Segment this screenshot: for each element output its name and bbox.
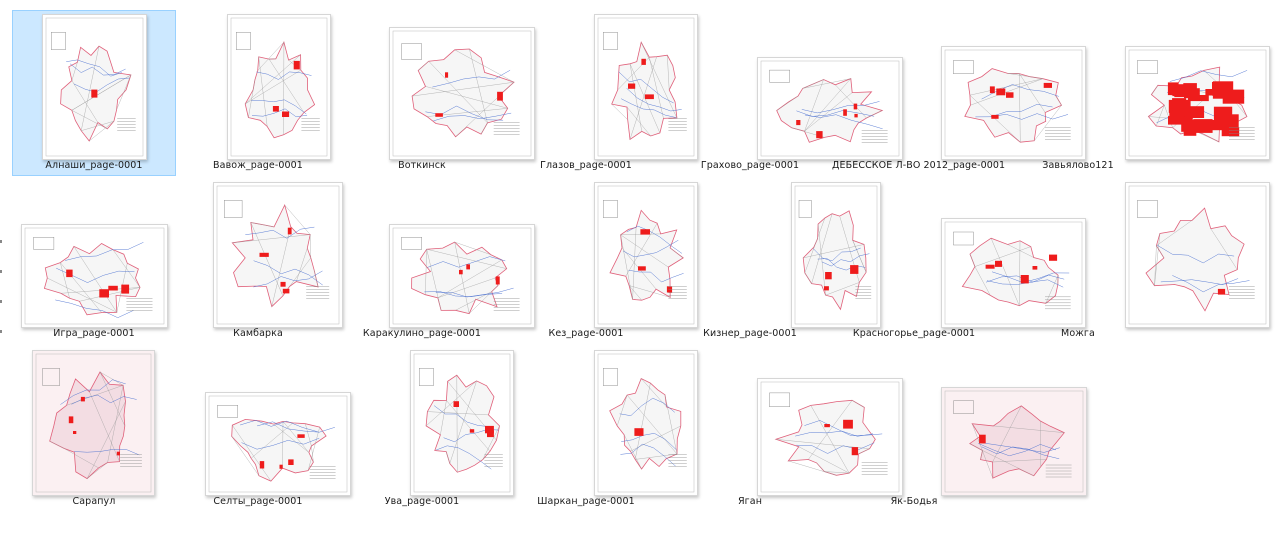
- file-item[interactable]: Можга: [996, 178, 1270, 344]
- district-map-icon: [942, 219, 1085, 327]
- file-name-label[interactable]: Селты_page-0001: [213, 496, 303, 507]
- file-thumbnail[interactable]: [32, 350, 155, 496]
- file-item[interactable]: Яган: [668, 346, 903, 512]
- file-name-label[interactable]: Завьялово121: [1042, 160, 1114, 171]
- file-item[interactable]: Завьялово121: [996, 10, 1270, 176]
- window-left-edge: [0, 0, 3, 535]
- file-item[interactable]: Сарапул: [12, 346, 176, 512]
- file-name-label[interactable]: Кез_page-0001: [548, 328, 624, 339]
- file-name-label[interactable]: Алнаши_page-0001: [45, 160, 143, 171]
- file-thumbnail[interactable]: [389, 224, 535, 328]
- file-name-label[interactable]: Кизнер_page-0001: [703, 328, 797, 339]
- district-map-icon: [390, 28, 534, 159]
- district-map-icon: [22, 225, 167, 327]
- district-map-icon: [411, 351, 513, 495]
- district-map-icon: [758, 58, 902, 159]
- file-item[interactable]: Кез_page-0001: [504, 178, 698, 344]
- file-thumbnail[interactable]: [205, 392, 351, 496]
- district-map-icon: [1126, 183, 1269, 327]
- file-name-label[interactable]: Каракулино_page-0001: [362, 328, 482, 339]
- file-thumbnail[interactable]: [941, 387, 1087, 496]
- file-item[interactable]: Каракулино_page-0001: [340, 178, 535, 344]
- file-item[interactable]: Вавож_page-0001: [176, 10, 340, 176]
- file-item[interactable]: Селты_page-0001: [176, 346, 351, 512]
- file-thumbnail[interactable]: [791, 182, 881, 328]
- file-name-label[interactable]: Яган: [737, 496, 763, 507]
- file-thumbnail[interactable]: [594, 350, 698, 496]
- district-map-icon: [792, 183, 880, 327]
- district-map-icon: [942, 388, 1086, 495]
- district-map-icon: [595, 351, 697, 495]
- district-map-icon: [595, 15, 697, 159]
- edge-mark: [0, 240, 2, 243]
- file-item[interactable]: Глазов_page-0001: [504, 10, 698, 176]
- file-thumbnail[interactable]: [389, 27, 535, 160]
- edge-mark: [0, 300, 2, 303]
- file-thumbnail[interactable]: [757, 57, 903, 160]
- file-thumbnail[interactable]: [42, 14, 147, 160]
- edge-mark: [0, 270, 2, 273]
- file-item[interactable]: Кизнер_page-0001: [668, 178, 881, 344]
- file-name-label[interactable]: Вавож_page-0001: [213, 160, 303, 171]
- district-map-icon: [390, 225, 534, 327]
- file-thumbnail[interactable]: [21, 224, 168, 328]
- district-map-icon: [33, 351, 154, 495]
- file-item[interactable]: ДЕБЕССКОЕ Л-ВО 2012_page-0001: [832, 10, 1086, 176]
- file-item[interactable]: Шаркан_page-0001: [504, 346, 698, 512]
- district-map-icon: [214, 183, 342, 327]
- district-map-icon: [43, 15, 146, 159]
- file-thumbnail[interactable]: [941, 46, 1086, 160]
- file-item[interactable]: Воткинск: [340, 10, 535, 176]
- district-map-icon: [228, 15, 330, 159]
- file-thumbnail[interactable]: [594, 14, 698, 160]
- file-name-label[interactable]: Грахово_page-0001: [700, 160, 800, 171]
- file-name-label[interactable]: Игра_page-0001: [53, 328, 135, 339]
- file-thumbnail[interactable]: [941, 218, 1086, 328]
- file-name-label[interactable]: Красногорье_page-0001: [852, 328, 976, 339]
- file-name-label[interactable]: Воткинск: [398, 160, 446, 171]
- edge-mark: [0, 330, 2, 333]
- file-name-label[interactable]: Сарапул: [72, 496, 116, 507]
- district-map-icon: [206, 393, 350, 495]
- district-map-icon: [758, 379, 902, 495]
- file-thumbnail[interactable]: [213, 182, 343, 328]
- file-item[interactable]: Игра_page-0001: [12, 178, 176, 344]
- file-name-label[interactable]: Можга: [1061, 328, 1095, 339]
- file-name-label[interactable]: ДЕБЕССКОЕ Л-ВО 2012_page-0001: [832, 160, 1006, 171]
- district-map-icon: [595, 183, 697, 327]
- district-map-icon: [942, 47, 1085, 159]
- district-map-icon: [1126, 47, 1269, 159]
- file-thumbnail[interactable]: [757, 378, 903, 496]
- file-thumbnail[interactable]: [1125, 46, 1270, 160]
- file-name-label[interactable]: Камбарка: [233, 328, 283, 339]
- file-thumbnail[interactable]: [410, 350, 514, 496]
- file-name-label[interactable]: Глазов_page-0001: [540, 160, 632, 171]
- file-item[interactable]: Красногорье_page-0001: [832, 178, 1086, 344]
- file-name-label[interactable]: Як-Бодья: [890, 496, 938, 507]
- file-thumbnail[interactable]: [594, 182, 698, 328]
- file-item[interactable]: Як-Бодья: [832, 346, 1087, 512]
- file-name-label[interactable]: Ува_page-0001: [384, 496, 460, 507]
- file-item[interactable]: Алнаши_page-0001: [12, 10, 176, 176]
- file-thumbnail[interactable]: [1125, 182, 1270, 328]
- file-item[interactable]: Камбарка: [176, 178, 343, 344]
- file-item[interactable]: Грахово_page-0001: [668, 10, 903, 176]
- file-item[interactable]: Ува_page-0001: [340, 346, 514, 512]
- file-name-label[interactable]: Шаркан_page-0001: [537, 496, 635, 507]
- file-thumbnail[interactable]: [227, 14, 331, 160]
